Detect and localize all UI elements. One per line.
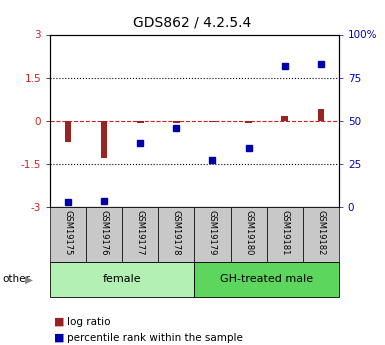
Text: ■: ■: [54, 317, 64, 326]
Text: GSM19176: GSM19176: [100, 210, 109, 255]
Bar: [318, 109, 324, 121]
Bar: [101, 121, 107, 158]
Text: GSM19178: GSM19178: [172, 210, 181, 255]
Bar: [303, 207, 339, 262]
Text: percentile rank within the sample: percentile rank within the sample: [67, 333, 243, 343]
Bar: [65, 121, 71, 142]
Bar: [194, 262, 339, 297]
Text: female: female: [103, 275, 142, 284]
Bar: [158, 207, 194, 262]
Bar: [209, 121, 216, 122]
Text: GSM19177: GSM19177: [136, 210, 145, 255]
Bar: [137, 121, 144, 123]
Text: GSM19181: GSM19181: [280, 210, 289, 255]
Text: GSM19179: GSM19179: [208, 210, 217, 255]
Text: ▶: ▶: [25, 275, 33, 284]
Text: GSM19182: GSM19182: [316, 210, 325, 255]
Bar: [231, 207, 266, 262]
Bar: [50, 207, 86, 262]
Text: log ratio: log ratio: [67, 317, 111, 326]
Text: GSM19175: GSM19175: [64, 210, 73, 255]
Bar: [173, 121, 180, 123]
Bar: [122, 207, 158, 262]
Text: GDS862 / 4.2.5.4: GDS862 / 4.2.5.4: [133, 16, 252, 29]
Bar: [266, 207, 303, 262]
Bar: [281, 116, 288, 121]
Bar: [50, 262, 194, 297]
Text: GH-treated male: GH-treated male: [220, 275, 313, 284]
Text: GSM19180: GSM19180: [244, 210, 253, 255]
Bar: [245, 121, 252, 123]
Text: ■: ■: [54, 333, 64, 343]
Bar: [194, 207, 231, 262]
Bar: [86, 207, 122, 262]
Text: other: other: [2, 275, 30, 284]
